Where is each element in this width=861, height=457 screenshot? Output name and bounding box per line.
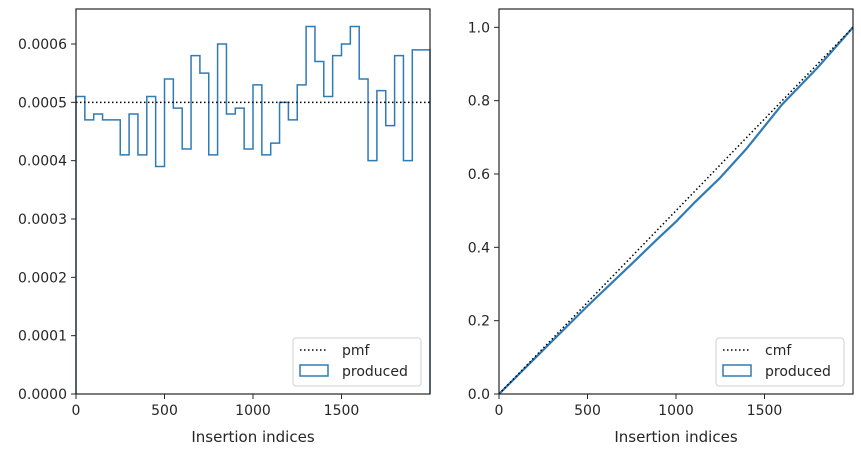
right-y-tick-label: 0.6 bbox=[468, 167, 490, 183]
left-x-axis-label: Insertion indices bbox=[191, 428, 314, 446]
right-legend-produced-swatch bbox=[722, 364, 752, 377]
right-panel: 0 500 1000 1500 0.0 0.2 0.4 0.6 0.8 1.0 Insertio… bbox=[468, 8, 854, 446]
right-x-tick-label: 1000 bbox=[658, 403, 694, 419]
produced-cumulative-line bbox=[498, 26, 854, 395]
left-x-tick-label: 1000 bbox=[235, 403, 271, 419]
right-y-tick-label: 0.4 bbox=[468, 240, 490, 256]
left-y-tick-label: 0.0002 bbox=[18, 270, 67, 286]
right-x-tick-label: 500 bbox=[574, 403, 601, 419]
right-plot-area bbox=[498, 26, 854, 395]
right-y-tick-label: 0.0 bbox=[468, 387, 490, 403]
left-x-tick-label: 500 bbox=[151, 403, 178, 419]
left-y-tick-label: 0.0000 bbox=[18, 387, 67, 403]
left-legend-produced-label: produced bbox=[342, 364, 408, 380]
left-x-tick-label: 1500 bbox=[324, 403, 360, 419]
right-axes-frame bbox=[498, 8, 854, 395]
left-legend: pmf produced bbox=[292, 337, 422, 387]
left-panel: 0 500 1000 1500 0.00000.00010.00020.00030.0… bbox=[18, 8, 431, 446]
right-legend-cmf-label: cmf bbox=[765, 343, 792, 359]
left-y-tick-label: 0.0003 bbox=[18, 212, 67, 228]
left-y-axis-ticks: 0.0000 0.0001 0.0002 0.0003 0.0004 0.0005 0.00… bbox=[18, 37, 76, 403]
produced-histogram-step bbox=[75, 25, 431, 394]
right-y-axis-ticks: 0.0 0.2 0.4 0.6 0.8 1.0 bbox=[468, 20, 499, 403]
left-y-tick-label: 0.0005 bbox=[18, 95, 67, 111]
right-x-tick-label: 0 bbox=[495, 403, 504, 419]
left-legend-produced-swatch bbox=[299, 364, 329, 377]
left-y-tick-label: 0.0001 bbox=[18, 329, 67, 345]
right-x-axis-label: Insertion indices bbox=[614, 428, 737, 446]
right-x-axis-ticks: 0 500 1000 1500 bbox=[495, 394, 783, 419]
left-x-axis-ticks: 0 500 1000 1500 bbox=[72, 394, 360, 419]
right-x-tick-label: 1500 bbox=[747, 403, 783, 419]
left-axes-frame bbox=[75, 8, 431, 395]
left-plot-area bbox=[75, 25, 431, 394]
left-y-tick-label: 0.0006 bbox=[18, 37, 67, 53]
right-y-tick-label: 1.0 bbox=[468, 20, 490, 36]
left-x-tick-label: 0 bbox=[72, 403, 81, 419]
right-y-tick-label: 0.8 bbox=[468, 94, 490, 110]
right-y-tick-label: 0.2 bbox=[468, 314, 490, 330]
cmf-reference-line bbox=[498, 26, 854, 395]
right-legend: cmf produced bbox=[715, 337, 845, 387]
left-legend-pmf-label: pmf bbox=[342, 343, 371, 359]
left-y-tick-label: 0.0004 bbox=[18, 154, 67, 170]
right-legend-produced-label: produced bbox=[765, 364, 831, 380]
